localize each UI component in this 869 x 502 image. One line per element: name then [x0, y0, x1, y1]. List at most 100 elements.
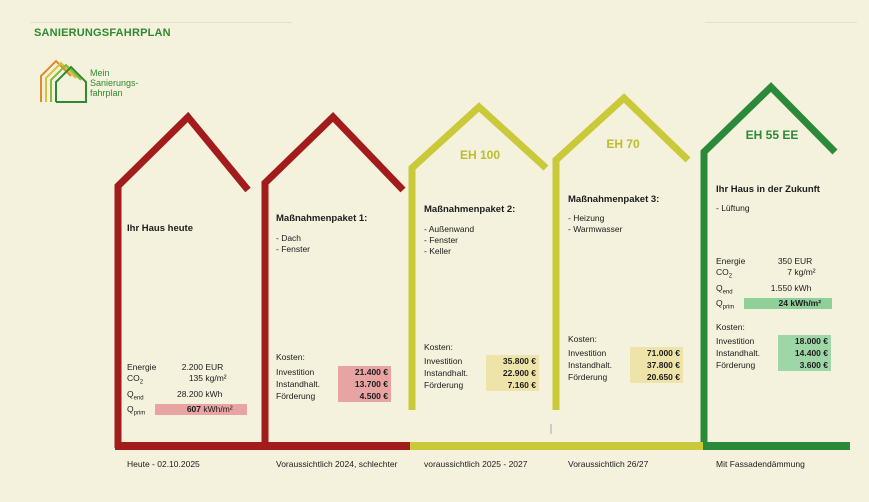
logo-line-1: Mein: [90, 68, 110, 78]
list-item: - Außenwand: [424, 224, 475, 234]
metric-label: CO2: [716, 267, 762, 283]
house-outline-paket-1: [261, 112, 406, 448]
list-item: - Warmwasser: [568, 224, 623, 234]
metric-co2-row: CO2 7 kg/m²: [716, 267, 841, 283]
cost-value: 22.900 €: [486, 367, 539, 379]
metric-label-text: Q: [716, 282, 723, 293]
house-outline-paket-3: [552, 93, 691, 410]
metric-label-text: CO: [716, 267, 729, 277]
metric-unit: kWh: [794, 282, 812, 293]
metric-qend-row: Qend 1.550 kWh: [716, 283, 841, 299]
list-item: - Dach: [276, 233, 302, 243]
cost-value: 71.000 €: [630, 347, 683, 359]
item-list-paket-1: - Dach - Fenster: [276, 233, 310, 255]
metric-label-text: CO: [127, 373, 140, 383]
metric-value: 607: [186, 404, 201, 415]
metric-unit: kWh: [205, 388, 223, 399]
cost-name: Förderung: [568, 372, 608, 382]
metric-unit: kg/m²: [205, 373, 227, 383]
cost-value: 13.700 €: [338, 378, 391, 390]
list-item: - Keller: [424, 246, 451, 256]
qprim-highlight: 24 kWh/m²: [744, 298, 832, 310]
cost-row: Investition 71.000 €: [568, 347, 683, 359]
cost-name: Instandhalt.: [276, 379, 320, 389]
timeline-label-paket-2: voraussichtlich 2025 - 2027: [424, 459, 528, 469]
subscript: 2: [728, 273, 733, 280]
metric-energie-row: Energie 2.200 EUR: [127, 362, 252, 373]
list-item: - Lüftung: [716, 203, 750, 213]
top-divider-right: [705, 22, 857, 23]
cost-value: 14.400 €: [778, 347, 831, 359]
cost-row: Instandhalt. 22.900 €: [424, 367, 539, 379]
cost-table-paket-3: Investition 71.000 € Instandhalt. 37.800 €…: [568, 347, 683, 383]
subscript: 2: [139, 379, 144, 386]
cost-name: Investition: [568, 348, 607, 358]
house-title-today: Ihr Haus heute: [127, 223, 193, 234]
metric-qprim-row: Qprim 24 kWh/m²: [716, 298, 841, 314]
timeline-label-paket-3: Voraussichtlich 26/27: [568, 459, 649, 469]
cost-row: Instandhalt. 37.800 €: [568, 359, 683, 371]
metric-value: 24: [778, 298, 788, 309]
metric-value: 350: [777, 256, 792, 266]
metric-energie-row: Energie 350 EUR: [716, 256, 841, 267]
metric-value: 1.550: [770, 282, 792, 293]
metrics-future: Energie 350 EUR CO2 7 kg/m² Qend 1.550 kWh …: [716, 256, 841, 314]
cost-name: Instandhalt.: [424, 368, 468, 378]
cost-row: Investition 35.800 €: [424, 355, 539, 367]
logo-text: Mein Sanierungs- fahrplan: [90, 68, 139, 98]
cost-table-paket-2: Investition 35.800 € Instandhalt. 22.900 €…: [424, 355, 539, 391]
item-list-paket-3: - Heizung - Warmwasser: [568, 213, 622, 235]
cost-name: Förderung: [276, 391, 316, 401]
page-title: SANIERUNGSFAHRPLAN: [34, 27, 171, 39]
cost-label: Kosten:: [424, 342, 453, 352]
cost-value: 4.500 €: [338, 390, 391, 402]
logo-line-2: Sanierungs-: [90, 78, 139, 88]
house-outline-today: [114, 111, 251, 448]
cost-row: Förderung 20.650 €: [568, 371, 683, 383]
metric-label-text: Q: [716, 298, 723, 309]
house-label-eh100: EH 100: [459, 148, 501, 162]
metric-label: Qend: [716, 283, 762, 299]
metric-value: 28.200: [177, 388, 203, 399]
metric-unit: kWh/m²: [203, 404, 233, 415]
cost-name: Förderung: [716, 360, 756, 370]
cost-value: 7.160 €: [486, 379, 539, 391]
cost-value: 3.600 €: [778, 359, 831, 371]
cost-row: Investition 18.000 €: [716, 335, 831, 347]
cost-table-future: Investition 18.000 € Instandhalt. 14.400 €…: [716, 335, 831, 371]
cost-row: Investition 21.400 €: [276, 366, 391, 378]
cost-row: Förderung 7.160 €: [424, 379, 539, 391]
metric-label: Qprim: [127, 404, 155, 420]
timeline-label-future: Mit Fassadendämmung: [716, 459, 805, 469]
timeline-label-paket-1: Voraussichtlich 2024, schlechter: [276, 459, 398, 469]
cost-value: 37.800 €: [630, 359, 683, 371]
metric-label: CO2: [127, 373, 173, 389]
house-title-paket-1: Maßnahmenpaket 1:: [276, 213, 368, 224]
cost-name: Förderung: [424, 380, 464, 390]
metric-unit: kWh/m²: [790, 298, 822, 309]
cost-label: Kosten:: [716, 322, 745, 332]
top-divider-left: [30, 22, 292, 23]
house-label-eh70: EH 70: [606, 137, 640, 151]
cost-value: 18.000 €: [778, 335, 831, 347]
metric-qend-row: Qend 28.200 kWh: [127, 389, 252, 405]
cost-row: Förderung 4.500 €: [276, 390, 391, 402]
house-label-eh55ee: EH 55 EE: [745, 128, 799, 142]
metric-unit: kg/m²: [794, 267, 816, 277]
metric-label: Qprim: [716, 298, 744, 314]
cost-value: 35.800 €: [486, 355, 539, 367]
metric-unit: EUR: [794, 256, 813, 266]
cost-row: Förderung 3.600 €: [716, 359, 831, 371]
cost-label: Kosten:: [276, 352, 305, 362]
metric-qprim-row: Qprim 607 kWh/m²: [127, 404, 252, 420]
metric-value: 7: [787, 267, 792, 277]
metric-label-text: Q: [127, 388, 134, 399]
item-list-paket-2: - Außenwand - Fenster - Keller: [424, 224, 474, 257]
cost-name: Investition: [716, 336, 755, 346]
timeline-label-today: Heute - 02.10.2025: [127, 459, 200, 469]
metric-label-text: Q: [127, 404, 134, 415]
cost-value: 20.650 €: [630, 371, 683, 383]
cost-row: Instandhalt. 14.400 €: [716, 347, 831, 359]
house-outline-paket-2: [408, 102, 549, 410]
